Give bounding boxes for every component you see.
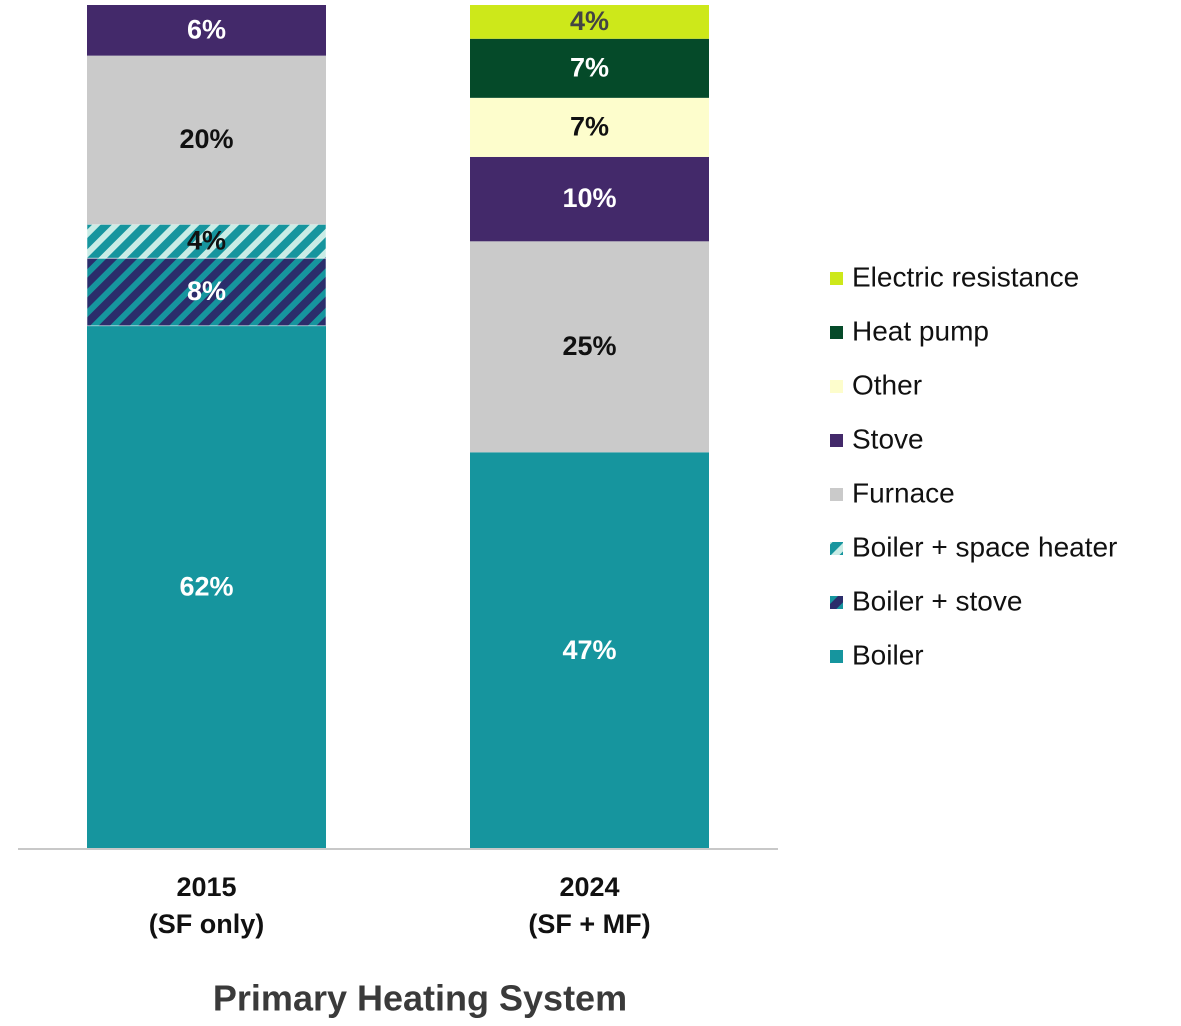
x-tick-label: 2015 (SF only) xyxy=(148,872,265,939)
bar-segment xyxy=(87,55,326,225)
x-tick-label: 2024 (SF + MF) xyxy=(528,872,651,939)
legend-swatch xyxy=(830,596,843,609)
legend-label: Boiler + space heater xyxy=(852,531,1117,562)
legend-swatch xyxy=(830,434,843,447)
data-label: 47% xyxy=(562,635,616,665)
x-axis-title: Primary Heating System xyxy=(213,978,627,1019)
data-label: 62% xyxy=(179,571,233,601)
bar-segment xyxy=(470,241,709,453)
legend-swatch xyxy=(830,650,843,663)
legend-swatch xyxy=(830,380,843,393)
data-label: 8% xyxy=(187,276,226,306)
legend-label: Other xyxy=(852,369,922,400)
legend-label: Boiler + stove xyxy=(852,585,1022,616)
legend-label: Stove xyxy=(852,423,924,454)
legend-swatch xyxy=(830,542,843,555)
bar-segment xyxy=(470,5,709,39)
legend-swatch xyxy=(830,488,843,501)
legend-swatch xyxy=(830,326,843,339)
bar-segment xyxy=(470,156,709,242)
data-label: 10% xyxy=(562,183,616,213)
data-label: 25% xyxy=(562,331,616,361)
bar-segment xyxy=(470,38,709,98)
data-label: 7% xyxy=(570,52,609,82)
legend-label: Furnace xyxy=(852,477,955,508)
bar-segment xyxy=(87,325,326,850)
bar-segment xyxy=(87,5,326,56)
legend-label: Boiler xyxy=(852,639,924,670)
data-label: 20% xyxy=(179,124,233,154)
data-label: 7% xyxy=(570,112,609,142)
data-label: 4% xyxy=(570,6,609,36)
data-label: 4% xyxy=(187,225,226,255)
bar-segment xyxy=(470,452,709,849)
legend-label: Heat pump xyxy=(852,315,989,346)
bar-segment xyxy=(86,257,327,327)
bar-segment xyxy=(470,97,709,157)
legend-label: Electric resistance xyxy=(852,261,1079,292)
legend-swatch xyxy=(830,272,843,285)
data-label: 6% xyxy=(187,14,226,44)
